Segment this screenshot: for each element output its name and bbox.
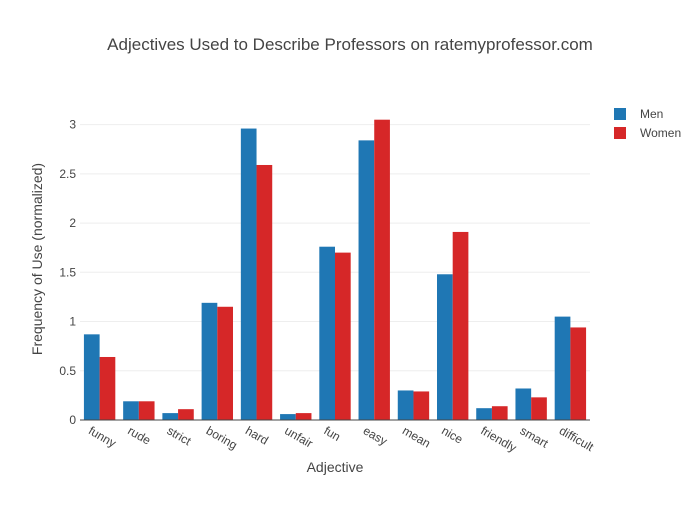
bar-men-fun	[319, 246, 335, 420]
bar-women-strict	[178, 409, 194, 420]
bar-men-difficult	[554, 316, 571, 420]
x-tick-label: boring	[204, 423, 240, 452]
bar-women-fun	[335, 252, 351, 420]
bar-women-friendly	[491, 406, 508, 420]
bar-women-smart	[531, 397, 547, 420]
bar-men-strict	[162, 413, 179, 420]
bar-men-hard	[240, 128, 257, 421]
x-tick-labels: funny rude strict boring hard unfair fun easy me…	[86, 423, 597, 454]
x-tick-label: smart	[518, 423, 552, 450]
legend: Men Women	[614, 107, 681, 140]
legend-swatch-men[interactable]	[614, 108, 626, 120]
x-tick-label: friendly	[478, 423, 519, 454]
x-tick-label: easy	[361, 423, 390, 448]
y-tick-label: 2	[69, 216, 76, 230]
x-tick-label: funny	[86, 423, 118, 450]
y-tick-label: 2.5	[59, 167, 76, 181]
bar-women-boring	[217, 306, 233, 420]
bar-women-unfair	[295, 413, 312, 420]
y-tick-label: 0	[69, 413, 76, 427]
x-tick-label: nice	[439, 423, 465, 446]
bar-men-nice	[437, 274, 453, 420]
bar-women-easy	[374, 119, 390, 420]
legend-label-women[interactable]: Women	[640, 126, 681, 140]
bar-women-funny	[99, 356, 116, 420]
bar-men-rude	[123, 401, 139, 420]
bar-men-easy	[358, 140, 375, 420]
y-tick-label: 1	[69, 315, 76, 329]
bar-men-unfair	[280, 414, 296, 420]
bar-men-smart	[515, 388, 532, 420]
y-tick-label: 3	[69, 118, 76, 132]
bar-men-mean	[397, 390, 414, 420]
x-tick-label: strict	[165, 423, 195, 448]
bar-women-hard	[256, 164, 273, 420]
x-tick-label: difficult	[557, 423, 597, 454]
x-tick-label: mean	[400, 423, 433, 450]
bar-men-boring	[201, 302, 218, 420]
bar-women-difficult	[570, 327, 587, 420]
x-axis-title: Adjective	[307, 459, 364, 475]
y-tick-label: 1.5	[59, 265, 76, 279]
y-tick-label: 0.5	[59, 364, 76, 378]
bar-women-rude	[138, 401, 155, 420]
bar-women-mean	[413, 391, 430, 420]
bar-men-funny	[83, 334, 100, 420]
y-tick-labels: 0 0.5 1 1.5 2 2.5 3	[59, 118, 76, 427]
legend-swatch-women[interactable]	[614, 127, 626, 139]
chart-title: Adjectives Used to Describe Professors o…	[107, 35, 593, 54]
x-tick-label: fun	[322, 423, 343, 443]
bar-women-nice	[452, 231, 469, 420]
bars	[83, 119, 587, 421]
y-axis-title: Frequency of Use (normalized)	[29, 163, 45, 355]
bar-men-friendly	[476, 408, 492, 420]
legend-label-men[interactable]: Men	[640, 107, 663, 121]
x-tick-label: hard	[243, 423, 271, 447]
x-tick-label: unfair	[282, 423, 315, 450]
x-tick-label: rude	[125, 423, 153, 447]
